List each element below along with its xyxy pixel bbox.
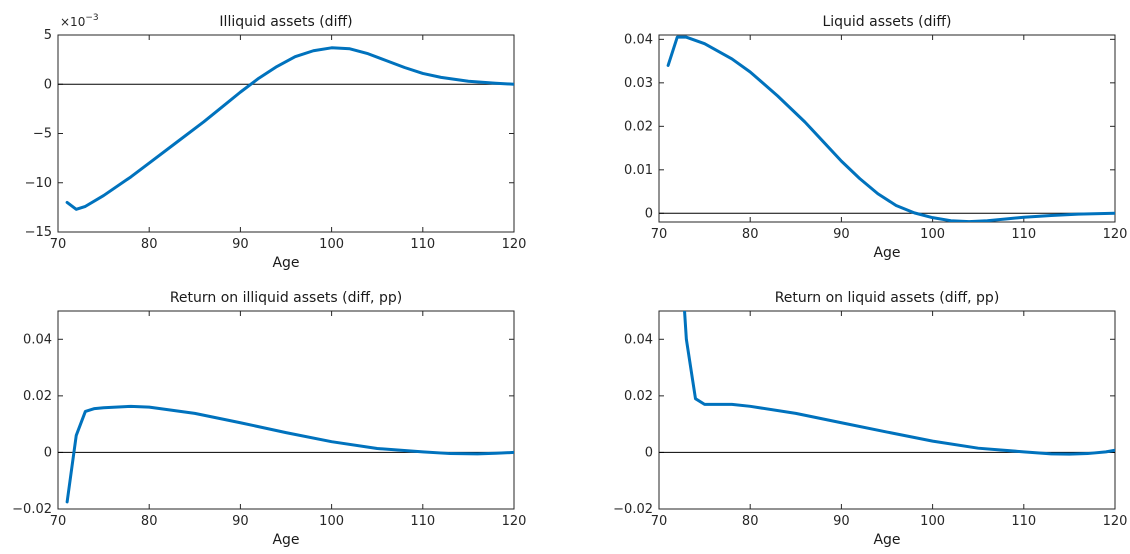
x-tick-label: 100 (920, 227, 945, 242)
subplot-3: 70 80 90 100 110 120 −0.02 0 0.02 0.04 Return on i… (12, 290, 526, 548)
subplot-1: 70 80 90 100 110 120 −15 −10 −5 0 5 ×10−3 Illiquid a… (25, 13, 527, 271)
y-tick-label: −0.02 (12, 502, 52, 517)
x-tick-label: 90 (833, 227, 850, 242)
x-tick-label: 110 (1011, 227, 1036, 242)
series-line-1 (65, 404, 514, 504)
x-axis-label: Age (873, 532, 900, 548)
y-tick-label: 0.04 (624, 332, 653, 347)
x-tick-label: 90 (833, 514, 850, 529)
x-tick-label: 70 (50, 237, 67, 252)
x-axis-label: Age (272, 255, 299, 271)
y-tick-label: 0 (44, 445, 52, 460)
y-exponent-label: ×10−3 (60, 13, 99, 29)
axes-box (57, 310, 515, 510)
y-tick-label: 0.04 (624, 32, 653, 47)
x-tick-label: 70 (651, 227, 668, 242)
x-tick-label: 90 (232, 514, 249, 529)
x-tick-label: 120 (502, 237, 527, 252)
chart-title: Illiquid assets (diff) (219, 14, 352, 30)
x-tick-label: 100 (319, 514, 344, 529)
y-tick-label: 0 (645, 206, 653, 221)
y-exponent-base: ×10 (60, 15, 85, 29)
x-tick-label: 100 (319, 237, 344, 252)
y-tick-label: 0.02 (624, 119, 653, 134)
x-tick-label: 120 (502, 514, 527, 529)
x-tick-label: 80 (141, 237, 158, 252)
x-axis-label: Age (873, 245, 900, 261)
y-tick-label: −10 (25, 176, 52, 191)
y-tick-label: 0.03 (624, 76, 653, 91)
x-tick-label: 80 (742, 514, 759, 529)
chart-title: Liquid assets (diff) (822, 14, 951, 30)
y-tick-label: −5 (33, 127, 52, 142)
y-tick-label: 0 (645, 445, 653, 460)
series-line-1 (683, 311, 1115, 456)
axes-box (57, 34, 515, 233)
y-exponent-power: −3 (85, 13, 98, 23)
x-tick-label: 110 (410, 514, 435, 529)
y-tick-label: 0.02 (23, 389, 52, 404)
x-tick-label: 120 (1103, 514, 1128, 529)
axes-box (658, 34, 1116, 223)
x-axis-label: Age (272, 532, 299, 548)
series-line-1 (65, 46, 514, 211)
subplot-4: 70 80 90 100 110 120 −0.02 0 0.02 0.04 Return on l… (613, 290, 1127, 548)
series-line-1 (666, 35, 1115, 222)
y-tick-label: 0.02 (624, 389, 653, 404)
x-tick-label: 100 (920, 514, 945, 529)
x-tick-label: 110 (410, 237, 435, 252)
chart-title: Return on illiquid assets (diff, pp) (170, 290, 402, 306)
axes-box (658, 310, 1116, 510)
chart-title: Return on liquid assets (diff, pp) (775, 290, 1000, 306)
x-tick-label: 90 (232, 237, 249, 252)
x-tick-label: 70 (50, 514, 67, 529)
x-tick-label: 110 (1011, 514, 1036, 529)
subplot-2: 70 80 90 100 110 120 0 0.01 0.02 0.03 0.04 Liquid a… (624, 14, 1127, 261)
y-tick-label: 0.04 (23, 332, 52, 347)
x-tick-label: 80 (742, 227, 759, 242)
y-tick-label: −15 (25, 225, 52, 240)
x-tick-label: 80 (141, 514, 158, 529)
y-tick-label: 0 (44, 77, 52, 92)
x-tick-label: 120 (1103, 227, 1128, 242)
y-tick-label: 0.01 (624, 163, 653, 178)
y-tick-label: −0.02 (613, 502, 653, 517)
y-tick-label: 5 (44, 28, 52, 43)
x-tick-label: 70 (651, 514, 668, 529)
